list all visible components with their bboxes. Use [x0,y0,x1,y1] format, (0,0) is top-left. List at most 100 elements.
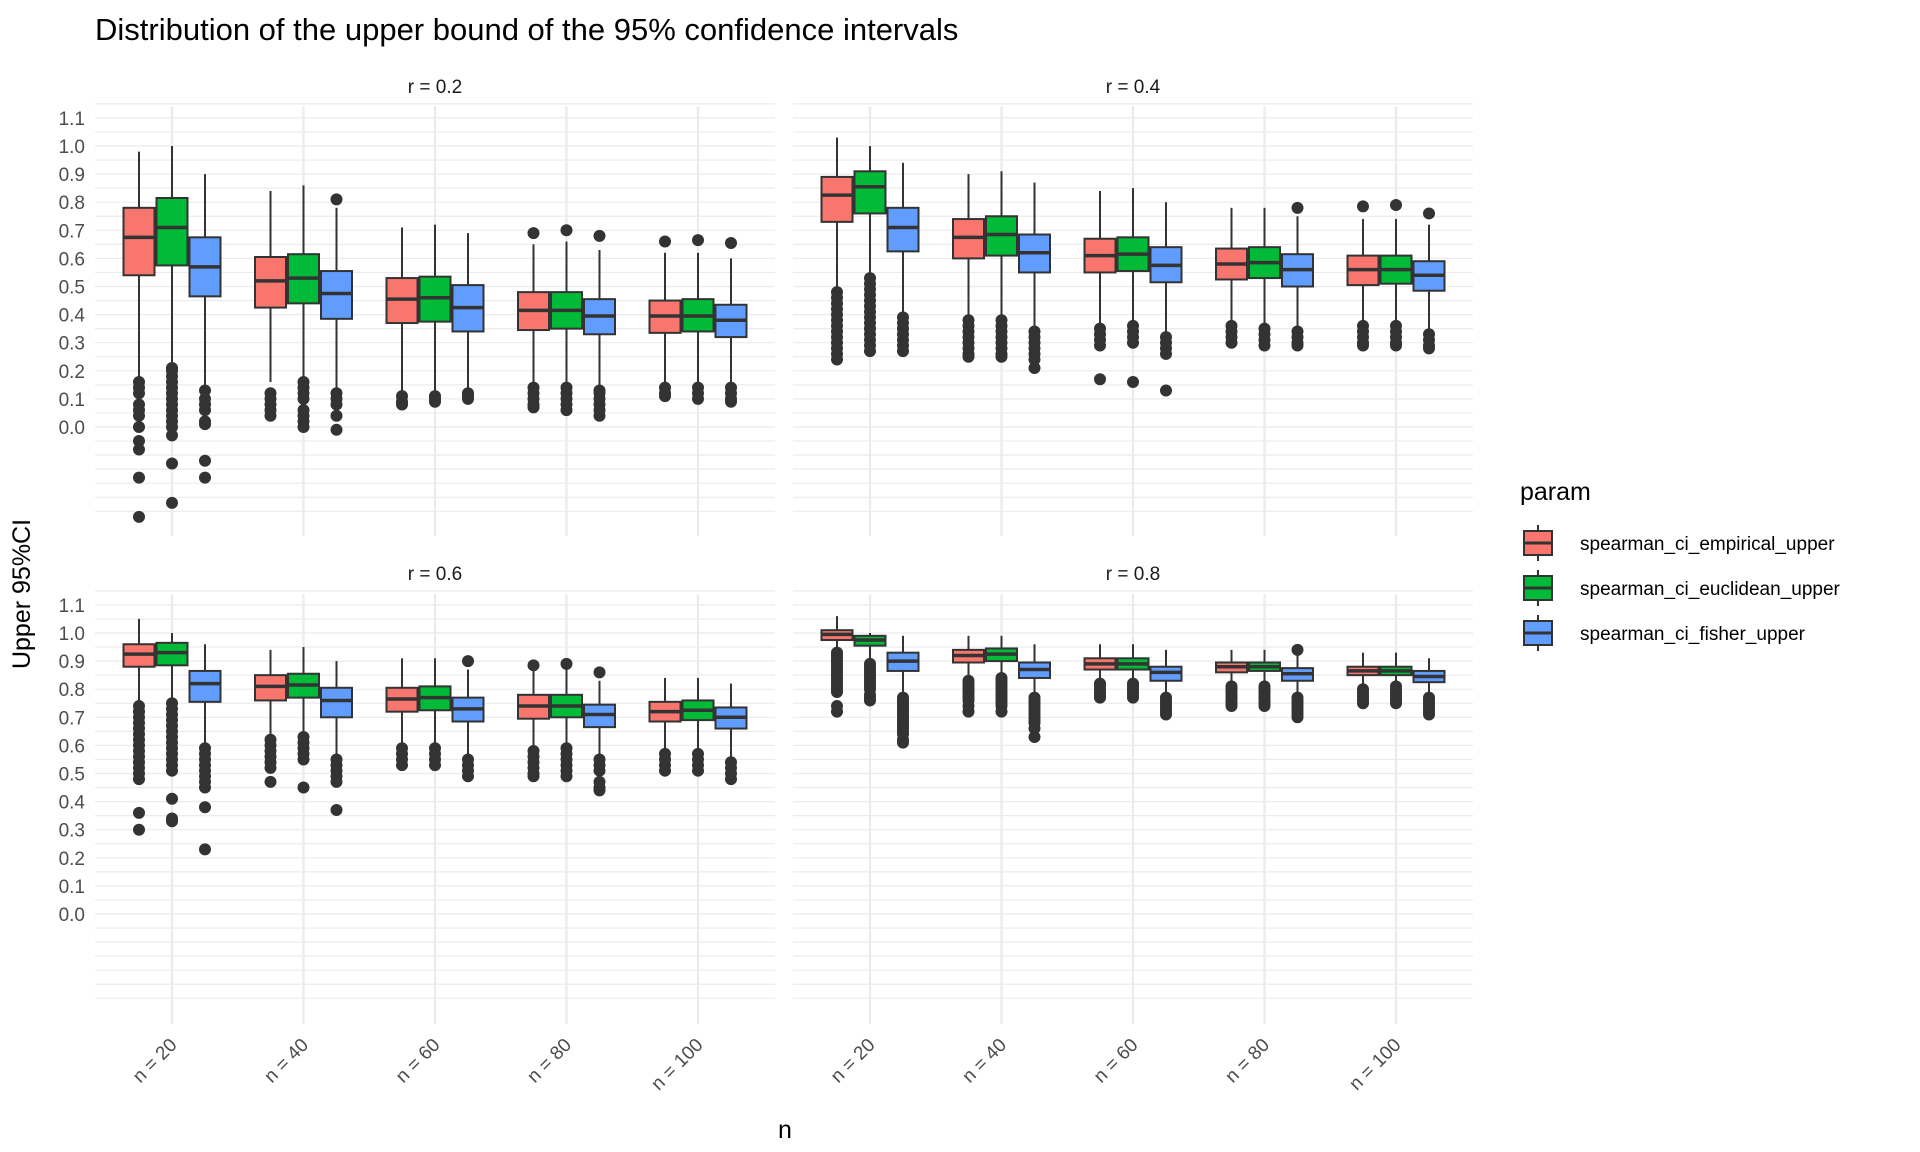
box-spearman_ci_euclidean_upper [1379,652,1413,710]
outlier-point [133,773,145,786]
box-spearman_ci_euclidean_upper [287,185,320,433]
outlier-point [1390,697,1402,710]
y-tick-label: 0.5 [59,278,85,299]
box-spearman_ci_euclidean_upper [853,146,887,358]
outlier-point [1028,361,1041,374]
outlier-point [897,345,909,358]
outlier-point [1357,697,1369,710]
box-body [820,175,854,223]
outlier-point [1127,376,1139,389]
box-spearman_ci_empirical_upper [1215,207,1248,349]
outlier-point [527,401,540,414]
box-spearman_ci_fisher_upper [188,174,222,484]
outlier-point [133,471,145,484]
x-tick-label: n = 20 [129,1035,182,1088]
outlier-point [1160,347,1172,360]
box-spearman_ci_fisher_upper [451,655,485,783]
outlier-point [659,390,671,403]
outlier-point [831,705,843,718]
box-spearman_ci_fisher_upper [1149,649,1183,721]
x-tick-label: n = 100 [647,1035,707,1095]
outlier-point [133,510,145,523]
outlier-point [462,392,474,405]
box-spearman_ci_euclidean_upper [287,647,320,794]
box-spearman_ci_empirical_upper [1083,190,1117,386]
outlier-point [166,815,178,828]
x-tick-label: n = 80 [1221,1035,1274,1088]
outlier-point [330,775,343,788]
outlier-point [199,454,211,467]
box-spearman_ci_fisher_upper [1018,644,1051,743]
outlier-point [1423,342,1435,355]
legend-label: spearman_ci_euclidean_upper [1580,579,1841,600]
outlier-point [133,806,145,819]
box-spearman_ci_fisher_upper [320,661,353,817]
outlier-point [560,224,573,237]
outlier-point [593,666,606,679]
box-spearman_ci_euclidean_upper [1116,188,1150,389]
outlier-point [1127,691,1139,704]
outlier-point [527,770,540,783]
box-spearman_ci_fisher_upper [583,666,616,797]
outlier-point [692,392,704,405]
outlier-point [166,429,178,442]
y-tick-label: 0.4 [59,793,86,814]
outlier-point [330,804,343,817]
outlier-point [396,398,408,411]
outlier-point [199,384,211,397]
outlier-point [962,350,975,363]
outlier-point [560,770,573,783]
outlier-point [1225,700,1238,713]
y-tick-label: 0.0 [59,905,85,926]
box-spearman_ci_fisher_upper [188,644,222,856]
outlier-point [995,350,1008,363]
y-tick-label: 0.1 [59,877,85,898]
outlier-point [1423,207,1435,220]
outlier-point [166,457,178,470]
y-axis-title: Upper 95%CI [8,519,36,669]
box-spearman_ci_empirical_upper [1215,649,1248,713]
x-tick-label: n = 20 [827,1035,880,1088]
box-spearman_ci_euclidean_upper [418,224,452,408]
outlier-point [1028,353,1041,366]
box-spearman_ci_euclidean_upper [985,635,1018,718]
box-spearman_ci_euclidean_upper [550,657,583,783]
outlier-point [1291,201,1304,214]
outlier-point [897,736,909,749]
outlier-point [1094,339,1106,352]
box-spearman_ci_euclidean_upper [1248,649,1281,713]
outlier-point [831,686,843,699]
outlier-point [1357,339,1369,352]
box-spearman_ci_empirical_upper [1083,644,1117,704]
outlier-point [133,409,145,422]
outlier-point [725,236,737,249]
outlier-point [429,395,441,408]
y-tick-label: 0.9 [59,652,85,673]
outlier-point [133,443,145,456]
box-body [155,196,189,267]
box-spearman_ci_fisher_upper [1018,182,1051,374]
outlier-point [692,234,704,247]
box-spearman_ci_euclidean_upper [550,224,583,417]
outlier-point [725,773,737,786]
box-spearman_ci_empirical_upper [648,677,682,777]
box-spearman_ci_fisher_upper [1412,207,1446,355]
box-spearman_ci_empirical_upper [254,190,287,422]
x-tick-label: n = 80 [523,1035,576,1088]
box-body [122,206,156,277]
legend-label: spearman_ci_fisher_upper [1580,624,1806,645]
box-spearman_ci_empirical_upper [385,658,419,772]
legend-item: spearman_ci_euclidean_upper [1523,570,1841,606]
legend-item: spearman_ci_empirical_upper [1523,525,1835,561]
panel-r-0-6: r = 0.6 0.0 0.1 0.2 0.3 0.4 0.5 0.6 0.7 0.8 0.9 1.0… [59,564,775,1095]
outlier-point [199,801,211,814]
outlier-point [166,421,178,433]
panel-r-0-2: r = 0.2 0.0 0.1 0.2 0.3 0.4 0.5 0.6 0.7 0.8 0.9 1.0… [59,77,775,536]
x-tick-label: n = 40 [958,1035,1011,1088]
outlier-point [692,764,704,777]
outlier-point [1258,700,1271,713]
outlier-point [264,775,277,788]
y-tick-label: 1.0 [59,137,85,158]
facet-panels: r = 0.2 0.0 0.1 0.2 0.3 0.4 0.5 0.6 0.7 0.8 0.9 1.0… [59,77,1473,1095]
